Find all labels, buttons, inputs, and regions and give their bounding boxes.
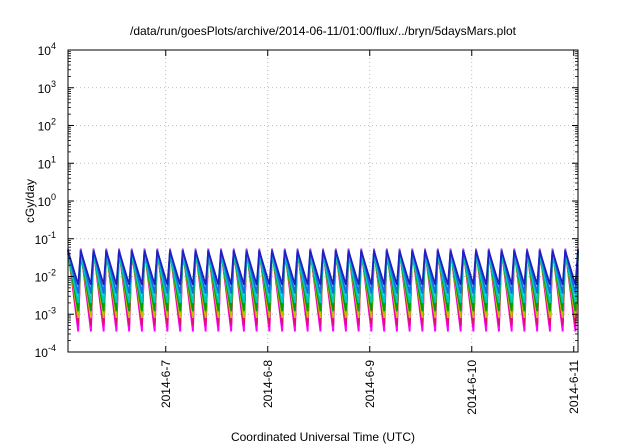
y-tick-label: 10-2 [35,268,56,285]
x-tick-label: 2014-6-11 [567,360,581,414]
y-tick-label: 100 [38,192,56,209]
series-line [67,250,579,286]
y-axis-label: cGy/day [23,179,37,223]
x-axis-ticks: 2014-6-7 2014-6-8 2014-6-9 2014-6-10 2014-6-… [159,50,581,415]
grid-lines [68,50,578,352]
y-tick-label: 101 [38,154,56,171]
y-tick-label: 10-3 [35,305,56,322]
y-tick-label: 10-1 [35,230,56,247]
y-tick-label: 103 [38,79,56,96]
y-tick-label: 102 [38,117,56,134]
series-group [67,248,579,332]
y-tick-label: 104 [38,41,56,58]
x-axis-label: Coordinated Universal Time (UTC) [231,430,415,444]
x-tick-label: 2014-6-9 [363,360,377,408]
chart-title: /data/run/goesPlots/archive/2014-06-11/0… [130,24,517,38]
y-tick-label: 10-4 [35,343,56,360]
x-tick-label: 2014-6-10 [465,360,479,415]
x-tick-label: 2014-6-8 [261,360,275,408]
x-tick-label: 2014-6-7 [159,360,173,408]
